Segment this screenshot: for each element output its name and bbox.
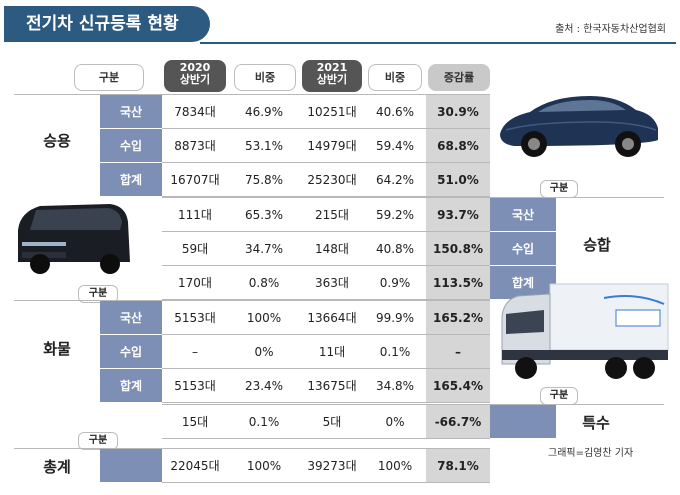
- sub-label: 국산: [490, 198, 556, 232]
- sub-label: 합계: [100, 369, 162, 403]
- cell-share-2020: 34.7%: [228, 232, 300, 266]
- cell-growth: 93.7%: [426, 198, 490, 232]
- cell-growth: 78.1%: [426, 449, 490, 483]
- header-2021-year: 2021: [316, 61, 348, 74]
- cell-share-2020: 100%: [228, 301, 300, 335]
- cell-share-2021: 0.1%: [364, 335, 426, 369]
- source-note: 출처 : 한국자동차산업협회: [555, 24, 666, 35]
- cell-share-2021: 40.6%: [364, 95, 426, 129]
- van-illustration: [18, 204, 130, 274]
- cell-share-2021: 59.4%: [364, 129, 426, 163]
- cell-2021: 363대: [300, 266, 364, 300]
- cell-2021: 10251대: [300, 95, 364, 129]
- sub-label: 수입: [100, 129, 162, 163]
- sub-label-blank: [490, 405, 556, 439]
- section-divider: [14, 94, 490, 95]
- section-divider: [14, 300, 490, 301]
- cell-2021: 25230대: [300, 163, 364, 197]
- header-2020-year: 2020: [179, 61, 211, 74]
- section-divider: [14, 448, 490, 449]
- sub-label: 국산: [100, 301, 162, 335]
- truck-gubun-label: 구분: [78, 285, 118, 303]
- cell-2021: 215대: [300, 198, 364, 232]
- header-gubun: 구분: [74, 64, 144, 91]
- sub-label: 합계: [100, 163, 162, 197]
- cell-2020: 59대: [162, 232, 228, 266]
- cell-2020: 22045대: [162, 449, 228, 483]
- cell-2020: 7834대: [162, 95, 228, 129]
- header-2020-half: 상반기: [179, 73, 211, 86]
- cell-2021: 11대: [300, 335, 364, 369]
- graphic-credit: 그래픽=김영찬 기자: [548, 448, 634, 459]
- cell-growth: 113.5%: [426, 266, 490, 300]
- cell-2020: 16707대: [162, 163, 228, 197]
- category-van: 승합: [583, 236, 611, 254]
- cell-growth: 150.8%: [426, 232, 490, 266]
- title-underline: [200, 42, 676, 44]
- cell-2021: 13664대: [300, 301, 364, 335]
- cell-share-2021: 40.8%: [364, 232, 426, 266]
- cell-2020: 111대: [162, 198, 228, 232]
- category-truck: 화물: [43, 340, 71, 358]
- cell-share-2021: 34.8%: [364, 369, 426, 403]
- sub-label: 수입: [100, 335, 162, 369]
- cell-share-2020: 0.8%: [228, 266, 300, 300]
- cell-2020: 5153대: [162, 369, 228, 403]
- category-special: 특수: [582, 414, 610, 432]
- header-share-2020: 비중: [234, 64, 296, 91]
- cell-2020: –: [162, 335, 228, 369]
- cell-share-2020: 53.1%: [228, 129, 300, 163]
- cell-share-2020: 75.8%: [228, 163, 300, 197]
- cell-2020: 8873대: [162, 129, 228, 163]
- cell-share-2020: 0%: [228, 335, 300, 369]
- cell-share-2020: 65.3%: [228, 198, 300, 232]
- cell-2021: 39273대: [300, 449, 364, 483]
- special-gubun-label: 구분: [540, 387, 578, 405]
- cell-growth: 68.8%: [426, 129, 490, 163]
- header-share-2021: 비중: [368, 64, 422, 91]
- category-total: 총계: [43, 458, 71, 476]
- cell-share-2020: 100%: [228, 449, 300, 483]
- header-growth: 증감률: [428, 64, 490, 91]
- cell-share-2021: 64.2%: [364, 163, 426, 197]
- cell-share-2021: 59.2%: [364, 198, 426, 232]
- cell-growth: 165.2%: [426, 301, 490, 335]
- cell-share-2021: 100%: [364, 449, 426, 483]
- sub-label: 수입: [490, 232, 556, 266]
- cell-2020: 170대: [162, 266, 228, 300]
- header-2021-half: 상반기: [316, 73, 348, 86]
- cell-growth: –: [426, 335, 490, 369]
- cell-share-2021: 0.9%: [364, 266, 426, 300]
- page-title: 전기차 신규등록 현황: [4, 6, 210, 42]
- cell-growth: 165.4%: [426, 369, 490, 403]
- cell-share-2020: 23.4%: [228, 369, 300, 403]
- sub-label-blank: [100, 449, 162, 483]
- sedan-illustration: [500, 96, 658, 157]
- van-gubun-label: 구분: [540, 180, 578, 198]
- cell-growth: -66.7%: [426, 405, 490, 439]
- cell-2021: 14979대: [300, 129, 364, 163]
- cell-share-2020: 0.1%: [228, 405, 300, 439]
- category-passenger: 승용: [43, 132, 71, 150]
- sub-label: 국산: [100, 95, 162, 129]
- cell-growth: 51.0%: [426, 163, 490, 197]
- cell-growth: 30.9%: [426, 95, 490, 129]
- section-divider: [162, 404, 664, 405]
- header-2021: 2021 상반기: [302, 60, 362, 92]
- cell-2020: 15대: [162, 405, 228, 439]
- cell-2021: 5대: [300, 405, 364, 439]
- cell-2021: 148대: [300, 232, 364, 266]
- cell-share-2021: 99.9%: [364, 301, 426, 335]
- section-divider: [162, 197, 664, 198]
- header-2020: 2020 상반기: [164, 60, 226, 92]
- cell-2020: 5153대: [162, 301, 228, 335]
- total-gubun-label: 구분: [78, 432, 118, 450]
- cell-share-2020: 46.9%: [228, 95, 300, 129]
- cell-2021: 13675대: [300, 369, 364, 403]
- truck-illustration: [501, 283, 669, 379]
- cell-share-2021: 0%: [364, 405, 426, 439]
